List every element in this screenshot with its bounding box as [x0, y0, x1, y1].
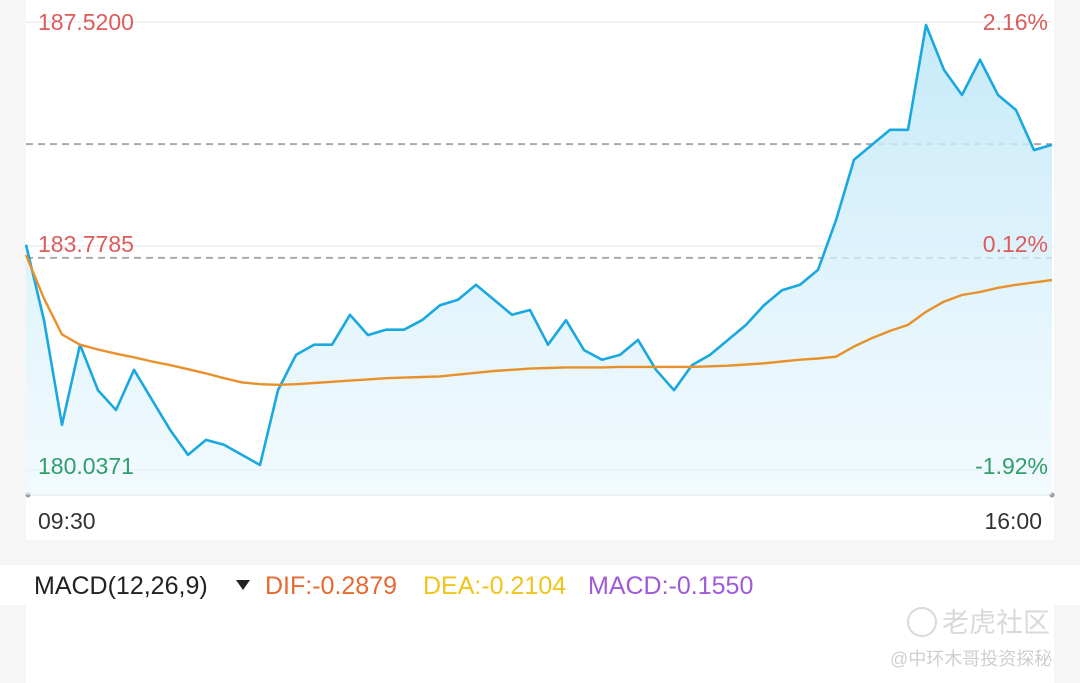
average-line [24, 254, 1053, 386]
x-tick-label: 16:00 [984, 508, 1042, 534]
watermark-author: @中环木哥投资探秘 [890, 649, 1052, 669]
price-area [26, 25, 1052, 495]
macd-panel [26, 605, 1054, 683]
y2-tick-label: -1.92% [975, 453, 1048, 479]
plot: 187.5200 183.7785 180.0371 2.16% 0.12% -1.92% [24, 9, 1053, 495]
watermark-brand: 老虎社区 [942, 608, 1050, 638]
watermark-logo [907, 607, 937, 637]
price-line [24, 23, 1053, 467]
macd-header [0, 565, 1080, 605]
y-tick-label: 180.0371 [38, 453, 134, 479]
macd-label: MACD:-0.1550 [588, 572, 753, 600]
y-tick-label: 183.7785 [38, 231, 134, 257]
y2-tick-label: 2.16% [983, 9, 1048, 35]
dea-label: DEA:-0.2104 [423, 572, 566, 600]
x-tick-label: 09:30 [38, 508, 96, 534]
dif-label: DIF:-0.2879 [265, 572, 397, 600]
dropdown-icon[interactable] [236, 580, 250, 590]
macd-title: MACD(12,26,9) [34, 572, 208, 600]
y2-tick-label: 0.12% [983, 231, 1048, 257]
y-tick-label: 187.5200 [38, 9, 134, 35]
